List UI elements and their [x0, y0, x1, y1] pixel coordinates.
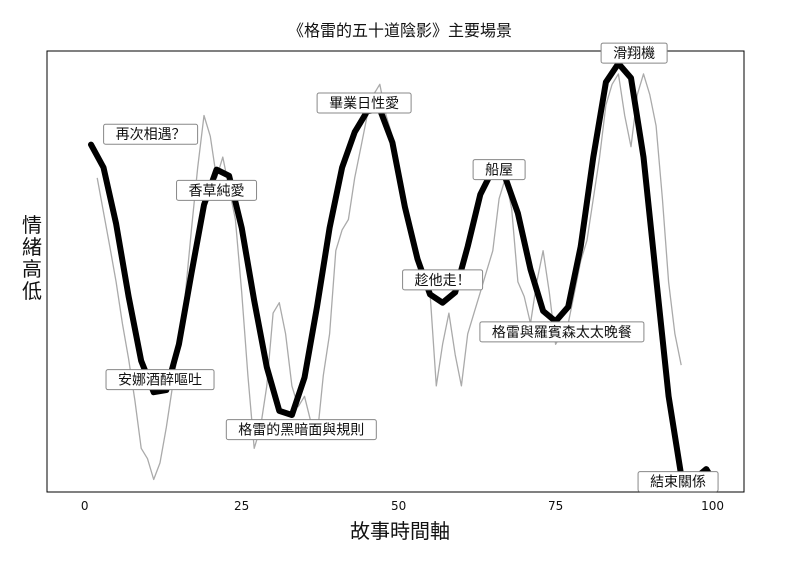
x-axis-label: 故事時間軸	[350, 519, 450, 543]
x-ticks: 0 25 50 75 100	[81, 499, 724, 513]
annotation-box	[479, 321, 645, 343]
annotation: 畢業日性愛	[316, 92, 412, 114]
annotation: 趁他走！	[402, 269, 484, 291]
annotation-label: 畢業日性愛	[329, 96, 399, 112]
annotation-box	[402, 269, 484, 291]
x-tick-label: 25	[234, 499, 249, 513]
annotation-box	[105, 369, 215, 391]
annotation-box	[176, 179, 258, 201]
annotation-label: 趁他走！	[415, 273, 471, 289]
smoothed-series-layer	[88, 60, 716, 483]
annotation-box	[225, 419, 377, 441]
annotation-box	[600, 42, 668, 64]
annotation-label: 船屋	[485, 163, 513, 179]
annotation: 滑翔機	[600, 42, 668, 64]
annotation-label: 安娜酒醉嘔吐	[118, 373, 202, 389]
x-tick-label: 50	[391, 499, 406, 513]
annotation-label: 香草純愛	[189, 183, 245, 199]
smoothed-series-line	[88, 60, 716, 483]
annotation-box	[637, 471, 719, 493]
annotation: 安娜酒醉嘔吐	[105, 369, 215, 391]
x-tick-label: 0	[81, 499, 89, 513]
chart-title: 《格雷的五十道陰影》主要場景	[288, 21, 512, 40]
y-axis-label: 情緒高低	[22, 213, 42, 303]
annotation: 結束關係	[637, 471, 719, 493]
annotation-box	[103, 123, 199, 145]
annotation-box	[472, 159, 526, 181]
annotation-label: 格雷的黑暗面與規則	[238, 423, 364, 439]
annotation: 格雷的黑暗面與規則	[225, 419, 377, 441]
annotation: 香草純愛	[176, 179, 258, 201]
annotation-label: 格雷與羅賓森太太晚餐	[492, 324, 632, 341]
plot-frame	[46, 50, 745, 493]
annotation-label: 結束關係	[650, 475, 706, 491]
annotation-box	[316, 92, 412, 114]
annotation-label: 再次相遇？	[116, 127, 186, 143]
annotation: 再次相遇？	[103, 123, 199, 145]
x-tick-label: 100	[701, 499, 724, 513]
x-tick-label: 75	[548, 499, 563, 513]
annotation: 格雷與羅賓森太太晚餐	[479, 321, 645, 343]
annotation: 船屋	[472, 159, 526, 181]
annotation-label: 滑翔機	[613, 45, 655, 62]
